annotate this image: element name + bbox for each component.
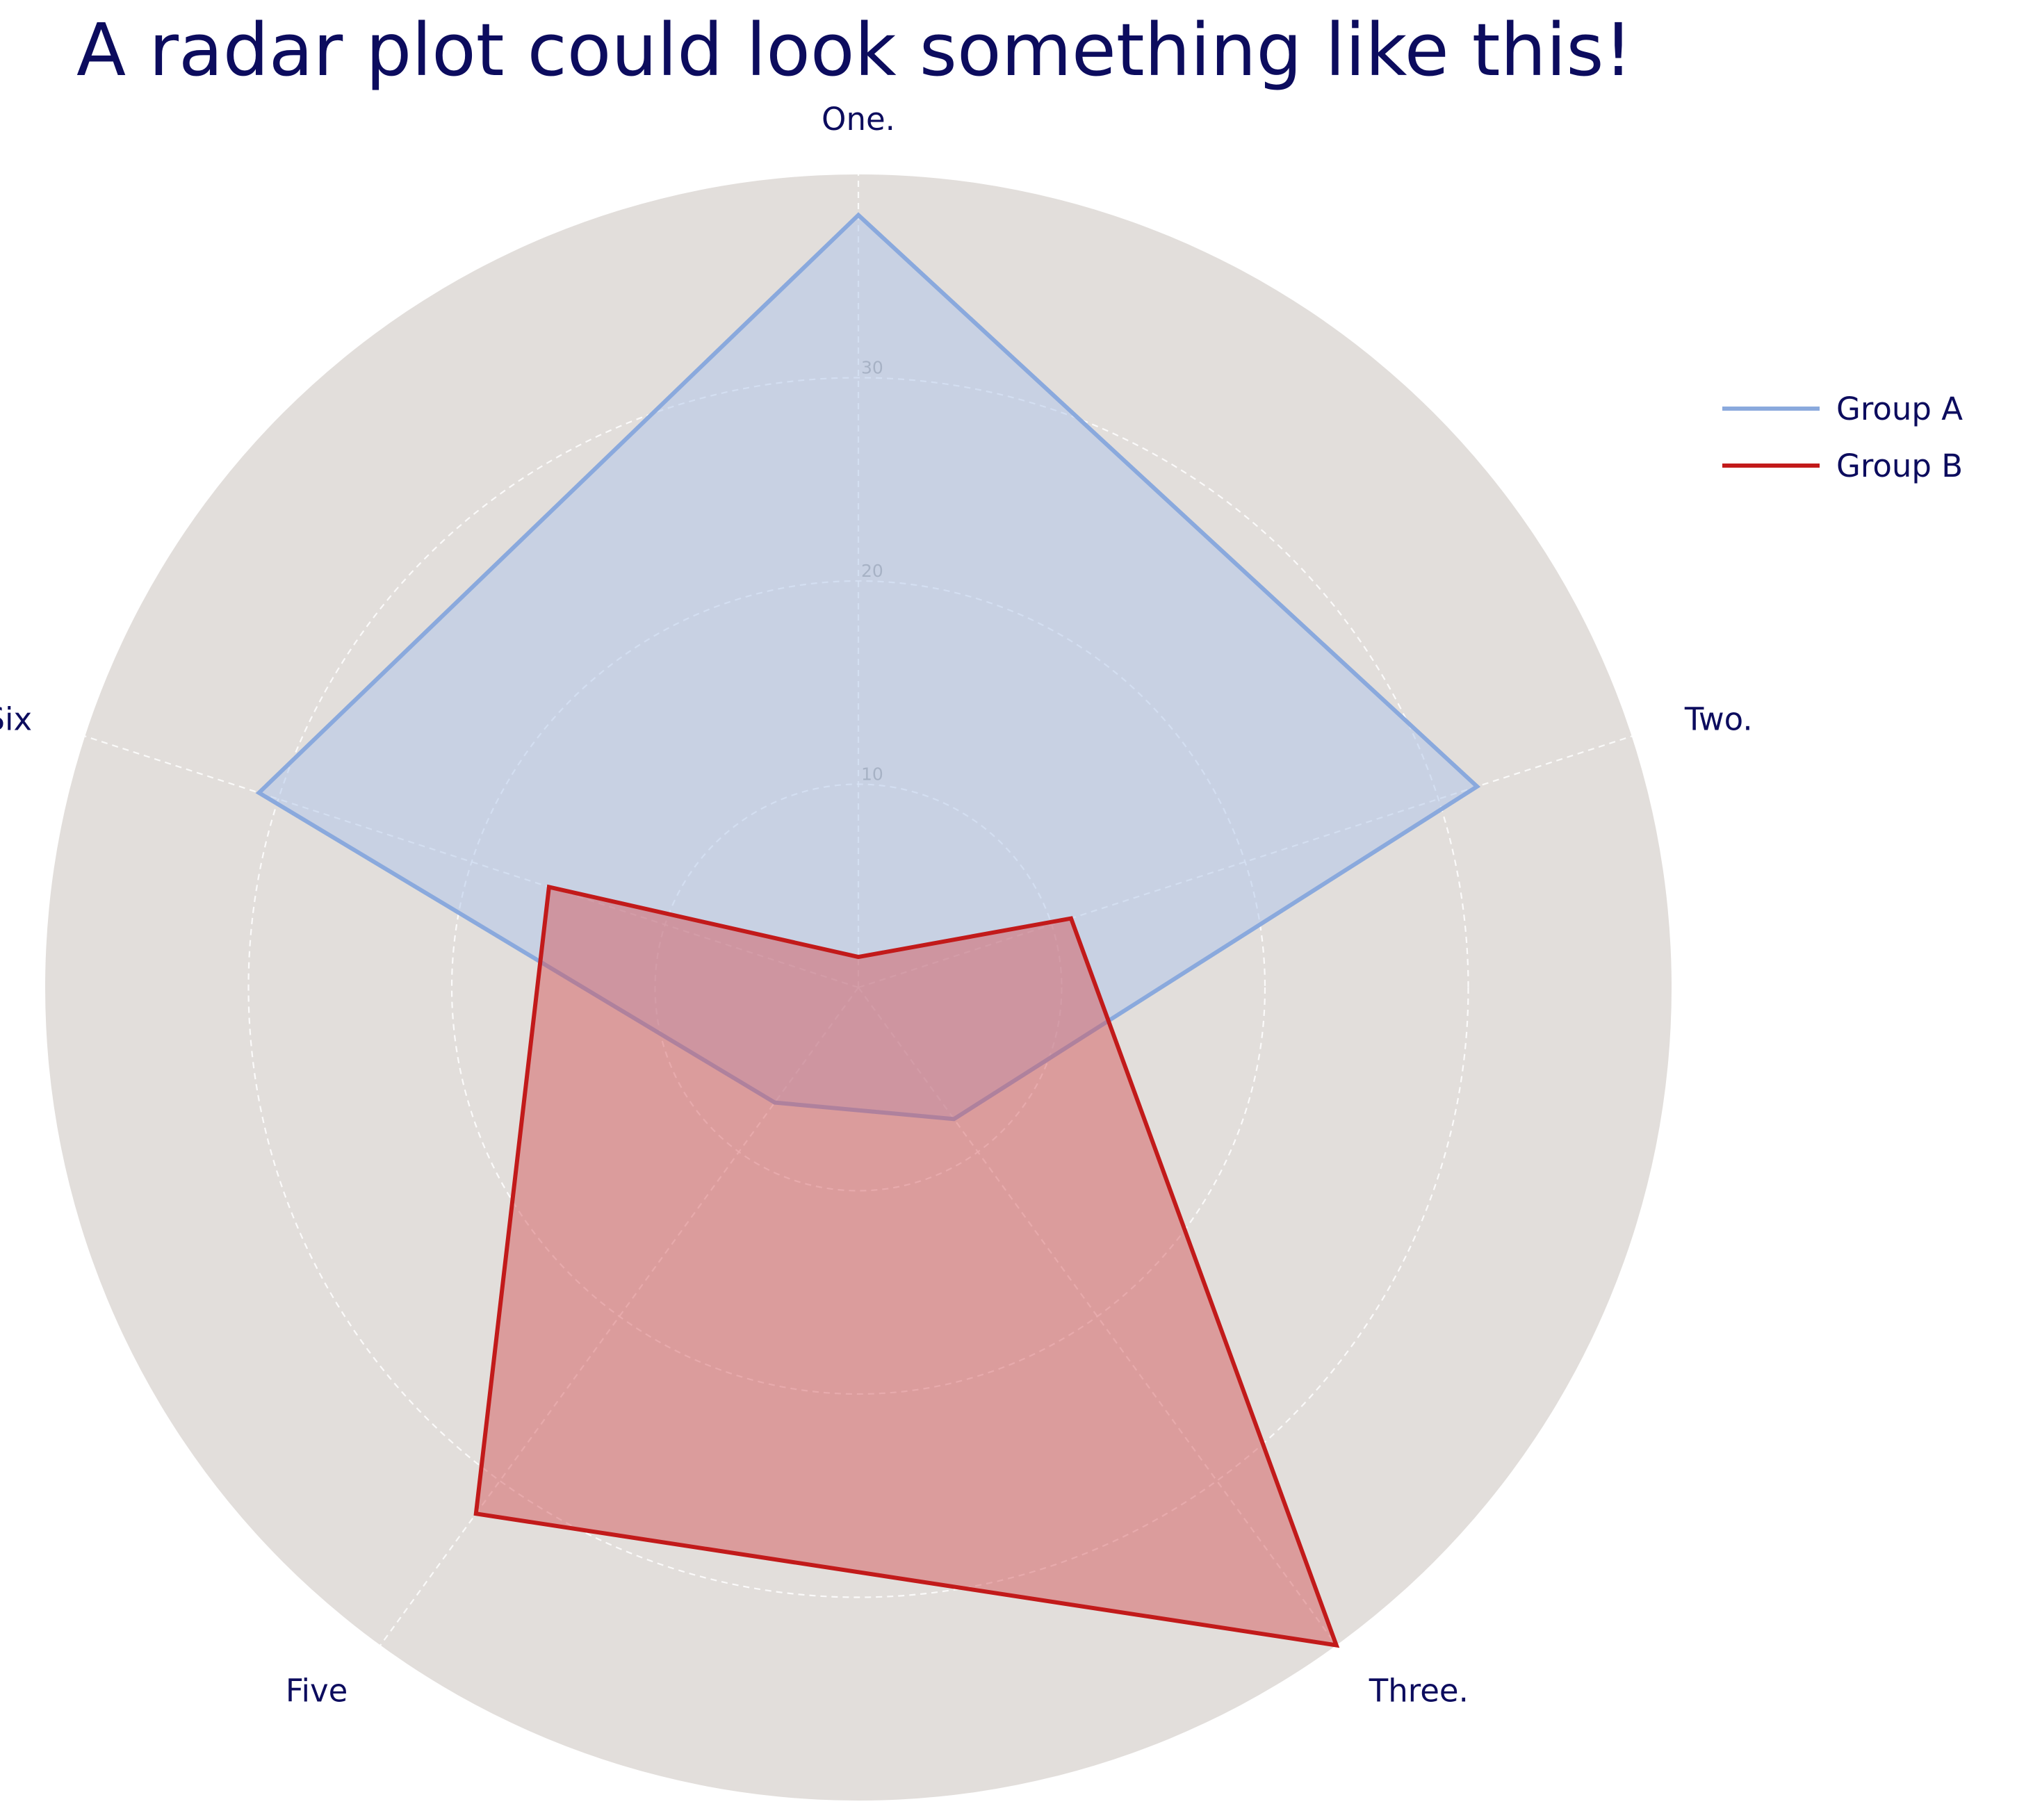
- series-layer: [255, 212, 1481, 1648]
- legend-label: Group B: [1836, 448, 1963, 484]
- category-label: Three.: [1369, 1672, 1469, 1709]
- category-labels: One. Two. Three. Five Six: [0, 101, 1753, 1709]
- chart-title: A radar plot could look something like t…: [76, 8, 1633, 92]
- series-fill-2: [475, 887, 1337, 1646]
- radar-plot-area: 102030 One.Two.Three.FiveSix: [0, 101, 1753, 1801]
- category-label: One.: [822, 101, 895, 138]
- legend-label: Group A: [1836, 391, 1963, 427]
- series-line-2: [473, 884, 1340, 1648]
- legend: Group A Group B: [1722, 391, 1963, 484]
- category-label: Five: [286, 1672, 348, 1709]
- category-label: Two.: [1684, 701, 1753, 738]
- category-label: Six: [0, 701, 32, 738]
